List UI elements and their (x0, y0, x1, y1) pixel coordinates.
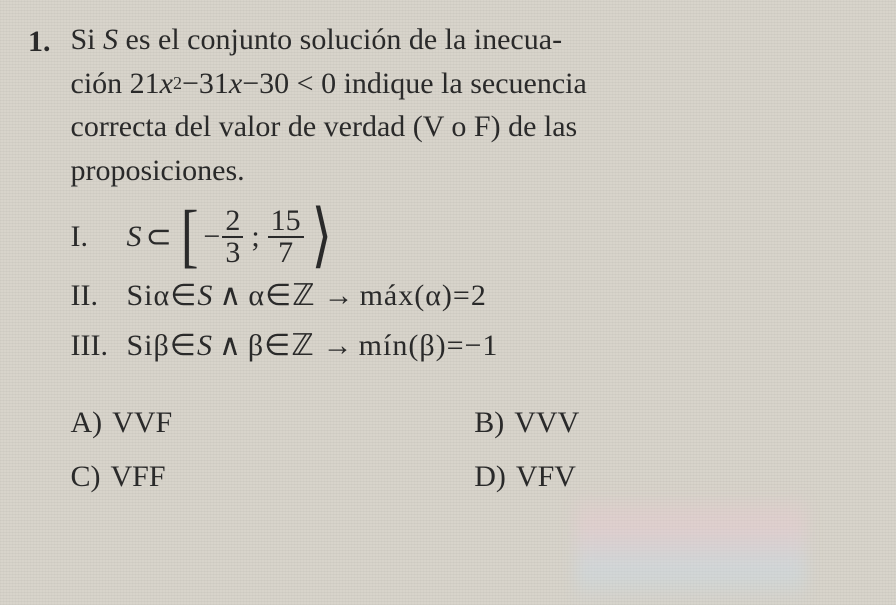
option-label: C) (71, 455, 101, 499)
min-fn: mín( (359, 324, 420, 368)
var-x: x (229, 62, 242, 106)
roman-label: II. (71, 274, 113, 318)
element-of: ∈ (265, 274, 292, 318)
roman-label: I. (71, 215, 113, 259)
numerator: 15 (268, 206, 304, 236)
beta: β (154, 324, 170, 368)
integers-symbol: ℤ (292, 274, 315, 318)
neg-sign: − (203, 215, 220, 259)
var-S: S (127, 215, 142, 259)
option-value: VFV (516, 455, 576, 499)
alpha: α (425, 274, 442, 318)
option-label: A) (71, 401, 103, 445)
arrow-icon: → (324, 274, 352, 318)
max-fn: máx( (360, 274, 426, 318)
denominator: 3 (222, 238, 243, 268)
prop-ii: II. Si α∈S ∧ α∈ℤ → máx(α)=2 (71, 274, 869, 318)
numerator: 2 (222, 206, 243, 236)
stem-line-3: correcta del valor de verdad (V o F) de … (71, 105, 869, 149)
option-c[interactable]: C) VFF (71, 455, 465, 499)
options: A) VVF B) VVV C) VFF D) VFV (71, 401, 869, 498)
integers-symbol: ℤ (291, 324, 314, 368)
option-value: VFF (111, 455, 166, 499)
prop-i: I. S ⊂ [ − 2 (71, 206, 869, 268)
beta: β (248, 324, 264, 368)
question-body: Si S es el conjunto solución de la inecu… (71, 18, 869, 498)
option-b[interactable]: B) VVV (474, 401, 868, 445)
separator: ; (251, 215, 259, 259)
and-symbol: ∧ (219, 274, 242, 318)
stem-line-1: Si S es el conjunto solución de la inecu… (71, 18, 869, 62)
option-label: D) (474, 455, 506, 499)
arrow-icon: → (323, 324, 351, 368)
roman-label: III. (71, 324, 113, 368)
stem-text: Si (71, 23, 104, 56)
left-bracket-icon: [ (181, 212, 199, 261)
fraction: 15 7 (268, 206, 304, 268)
stem-line-2: ción 21x2−31x−30 < 0 indique la secuenci… (71, 62, 869, 106)
text: Si (127, 324, 154, 368)
option-value: VVF (112, 401, 172, 445)
eq-val: )=−1 (436, 324, 499, 368)
option-value: VVV (514, 401, 579, 445)
var-x: x (160, 62, 173, 106)
element-of: ∈ (264, 324, 291, 368)
question-number: 1. (28, 18, 51, 64)
option-d[interactable]: D) VFV (474, 455, 868, 499)
beta: β (419, 324, 435, 368)
prop-iii: III. Si β∈S ∧ β∈ℤ → mín(β)=−1 (71, 324, 869, 368)
option-a[interactable]: A) VVF (71, 401, 465, 445)
denominator: 7 (275, 238, 296, 268)
alpha: α (154, 274, 171, 318)
fraction: 2 3 (222, 206, 243, 268)
var-S: S (197, 324, 213, 368)
stem-text: es el conjunto solución de la inecua- (118, 23, 562, 56)
var-S: S (197, 274, 213, 318)
right-paren-icon: ⟩ (311, 212, 332, 261)
element-of: ∈ (170, 324, 197, 368)
propositions: I. S ⊂ [ − 2 (71, 206, 869, 367)
stem-text: −30 < 0 indique la secuencia (242, 62, 587, 106)
alpha: α (248, 274, 265, 318)
stem-line-4: proposiciones. (71, 149, 869, 193)
and-symbol: ∧ (219, 324, 242, 368)
stem-text: ción 21 (71, 62, 160, 106)
stem-text: −31 (182, 62, 229, 106)
text: Si (127, 274, 154, 318)
eq-val: )=2 (442, 274, 487, 318)
element-of: ∈ (170, 274, 197, 318)
subset-symbol: ⊂ (146, 214, 172, 260)
var-S: S (103, 23, 118, 56)
option-label: B) (474, 401, 504, 445)
